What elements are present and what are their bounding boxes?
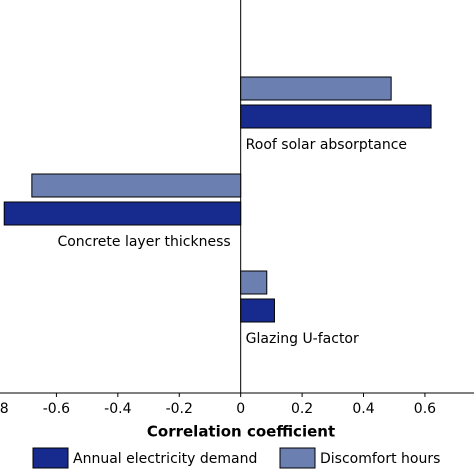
x-tick-label: 0.6 [414, 401, 436, 417]
x-tick-label: -0.8 [0, 401, 9, 417]
legend-swatch [32, 447, 69, 469]
x-tick-label: 0.2 [291, 401, 313, 417]
x-tick-label: -0.4 [104, 401, 131, 417]
x-axis-title: Correlation coefficient [147, 423, 335, 441]
x-tick-label: -0.2 [166, 401, 193, 417]
legend-label: Discomfort hours [320, 451, 440, 467]
legend-swatch [279, 447, 316, 469]
category-label: Glazing U-factor [246, 331, 359, 347]
bar [240, 76, 392, 101]
legend-label: Annual electricity demand [73, 451, 257, 467]
bar [240, 270, 268, 295]
bar [240, 298, 275, 323]
x-tick-label: 0 [236, 401, 245, 417]
bar [3, 201, 242, 226]
category-label: Roof solar absorptance [246, 137, 407, 153]
bar [31, 173, 242, 198]
bar [240, 104, 432, 129]
category-label: Concrete layer thickness [57, 234, 230, 250]
x-tick-label: -0.6 [43, 401, 70, 417]
x-tick-label: 0.4 [352, 401, 374, 417]
